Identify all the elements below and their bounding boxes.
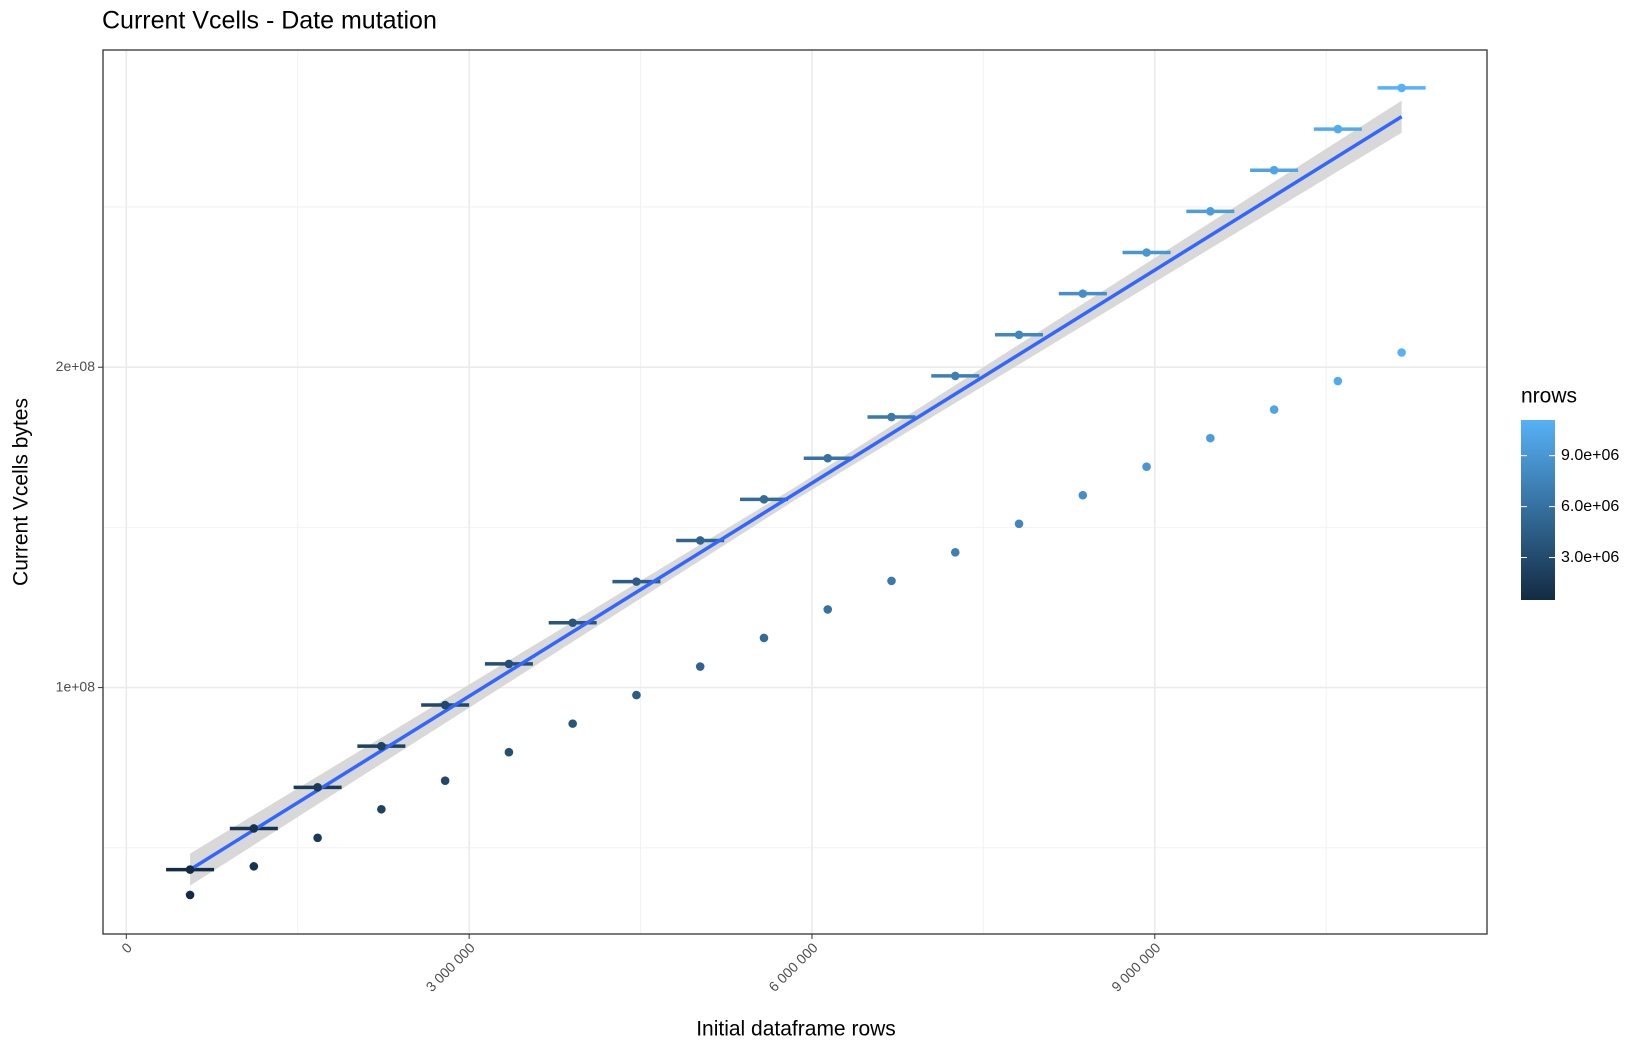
x-tick-label: 3 000 000 [423,939,479,995]
point [950,371,960,381]
x-tick-label: 0 [118,939,135,956]
point [823,453,833,463]
y-axis-label: Current Vcells bytes [10,398,33,586]
point [1269,165,1279,175]
point [759,495,769,504]
point [440,700,450,710]
point [377,741,386,751]
panel-border [102,49,1488,935]
point [1078,289,1088,298]
trend-line [189,115,1403,872]
point [1142,248,1151,257]
legend-label: 6.0e+06 [1561,498,1619,515]
y-tick-label: 2e+08 [56,358,96,374]
point [1014,330,1024,340]
point [1333,124,1343,134]
point [568,618,577,628]
point [185,890,195,900]
point [504,747,514,757]
x-tick-label: 6 000 000 [765,939,821,995]
point [440,776,450,786]
point [1014,519,1024,529]
point [1397,83,1406,93]
point [695,662,705,671]
point [632,690,641,700]
colorbar [1521,420,1555,600]
x-tick-label: 9 000 000 [1108,939,1164,995]
point [1269,405,1279,414]
point [313,783,322,792]
point [1206,433,1215,443]
point [1333,376,1343,386]
point [249,824,259,833]
point [1078,490,1088,500]
point [1397,348,1406,357]
point [887,576,896,586]
y-tick-label: 1e+08 [56,678,96,694]
point [185,865,195,874]
point [504,659,514,669]
point [887,412,896,422]
legend-label: 3.0e+06 [1561,549,1619,566]
point [632,577,641,586]
point [695,536,705,545]
legend-title: nrows [1521,385,1577,408]
point [313,833,322,843]
point [950,548,960,557]
point [568,719,577,728]
point [249,862,259,871]
point [1206,207,1215,216]
point [759,633,769,643]
point [823,605,833,614]
x-axis-label: Initial dataframe rows [696,1018,896,1041]
chart-title: Current Vcells - Date mutation [102,7,437,35]
point [377,804,386,814]
point [1142,462,1151,471]
legend-label: 9.0e+06 [1561,447,1619,464]
